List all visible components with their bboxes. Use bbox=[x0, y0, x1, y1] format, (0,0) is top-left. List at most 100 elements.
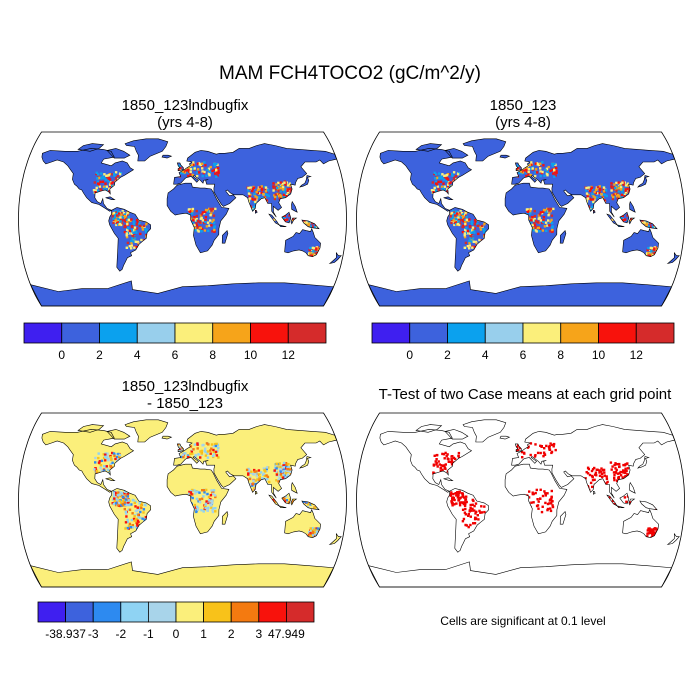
colorbar-top-left: 0 2 4 6 8 10 12 bbox=[23, 322, 327, 362]
coastline bbox=[254, 491, 258, 495]
colorbar-swatch bbox=[484, 322, 524, 344]
coastline bbox=[514, 443, 522, 453]
coastline bbox=[106, 429, 131, 440]
coastline bbox=[124, 419, 169, 443]
colorbar-tick-label: 47.949 bbox=[268, 627, 305, 641]
coastline bbox=[161, 154, 173, 159]
coastline bbox=[622, 227, 659, 258]
coastline bbox=[328, 251, 342, 265]
map-panel-top-left bbox=[18, 131, 347, 307]
coastline bbox=[291, 481, 298, 494]
coastline bbox=[499, 154, 511, 159]
coastline bbox=[514, 162, 522, 172]
coastline bbox=[504, 463, 568, 535]
coastline bbox=[77, 143, 105, 152]
panel-title-top-right-line2: (yrs 4-8) bbox=[495, 114, 551, 131]
colorbar-swatch bbox=[23, 322, 63, 344]
coastline bbox=[290, 498, 298, 506]
colorbar-tick-label: -3 bbox=[88, 627, 99, 641]
coastline bbox=[379, 429, 473, 493]
colorbar-tick-label: 10 bbox=[592, 348, 606, 362]
coastline bbox=[108, 488, 152, 553]
coastline bbox=[41, 148, 135, 212]
panel-title-bottom-right-line1: T-Test of two Case means at each grid po… bbox=[378, 386, 672, 403]
map-panel-bottom-right bbox=[356, 412, 685, 588]
colorbar-tick-label: 3 bbox=[255, 627, 262, 641]
coastline bbox=[368, 280, 673, 307]
colorbar-swatch bbox=[120, 601, 149, 623]
figure-title: MAM FCH4TOCO2 (gC/m^2/y) bbox=[219, 63, 481, 84]
coastline bbox=[444, 429, 469, 440]
colorbar-tick-label: 8 bbox=[209, 348, 216, 362]
colorbar-swatch bbox=[37, 601, 67, 623]
colorbar-tick-label: 8 bbox=[557, 348, 564, 362]
colorbar-swatch bbox=[447, 322, 486, 344]
coastline bbox=[108, 207, 152, 272]
colorbar-swatch bbox=[409, 322, 448, 344]
colorbar-swatch bbox=[92, 601, 122, 623]
coastline bbox=[77, 424, 105, 433]
panel-title-top-right: 1850_123 (yrs 4-8) bbox=[383, 97, 663, 131]
colorbar-swatch bbox=[250, 322, 289, 344]
panel-title-top-left-line1: 1850_123lndbugfix bbox=[121, 97, 249, 114]
colorbar-top-right: 0 2 4 6 8 10 12 bbox=[371, 322, 675, 362]
coastline bbox=[462, 138, 507, 162]
coastline bbox=[161, 435, 173, 440]
coastline bbox=[639, 500, 658, 511]
coastline bbox=[622, 508, 659, 539]
coastline bbox=[173, 143, 337, 218]
coastline bbox=[368, 561, 673, 588]
coastline bbox=[443, 477, 454, 481]
coastline bbox=[379, 148, 473, 212]
colorbar-swatch bbox=[371, 322, 411, 344]
coastline bbox=[176, 443, 184, 453]
panel-title-bottom-left: 1850_123lndbugfix - 1850_123 bbox=[45, 378, 325, 412]
coastline bbox=[592, 491, 596, 495]
panel-title-top-left-line2: (yrs 4-8) bbox=[157, 114, 213, 131]
coastline bbox=[499, 435, 511, 440]
colorbar-tick-label: 2 bbox=[96, 348, 103, 362]
coastline bbox=[281, 492, 292, 505]
coastline bbox=[328, 532, 342, 546]
colorbar-swatch bbox=[598, 322, 637, 344]
coastline bbox=[301, 500, 320, 511]
colorbar-swatch bbox=[258, 601, 287, 623]
coastline bbox=[173, 424, 337, 499]
coastline bbox=[592, 210, 596, 214]
colorbar-tick-label: 10 bbox=[244, 348, 258, 362]
map-panel-bottom-left bbox=[18, 412, 347, 588]
coastline bbox=[284, 508, 321, 539]
map-border bbox=[18, 131, 347, 307]
coastline bbox=[278, 224, 287, 227]
coastline bbox=[278, 505, 287, 508]
colorbar-swatch bbox=[230, 601, 260, 623]
coastline bbox=[666, 251, 680, 265]
colorbar-swatch bbox=[61, 322, 100, 344]
colorbar-swatch bbox=[522, 322, 562, 344]
colorbar-tick-label: 0 bbox=[58, 348, 65, 362]
colorbar-swatch bbox=[147, 601, 177, 623]
coastline bbox=[446, 207, 490, 272]
coastline bbox=[41, 429, 135, 493]
map-panel-top-right bbox=[356, 131, 685, 307]
coastline bbox=[221, 230, 229, 244]
colorbar-tick-label: 6 bbox=[172, 348, 179, 362]
coastline bbox=[166, 182, 230, 254]
coastline bbox=[616, 224, 625, 227]
coastline bbox=[415, 424, 443, 433]
colorbar-tick-label: -38.937 bbox=[45, 627, 86, 641]
panel-title-top-right-line1: 1850_123 bbox=[489, 97, 557, 114]
coastline bbox=[511, 424, 675, 499]
colorbar-swatch bbox=[65, 601, 94, 623]
colorbar-tick-label: 4 bbox=[134, 348, 141, 362]
coastline bbox=[105, 477, 116, 481]
colorbar-tick-label: 0 bbox=[173, 627, 180, 641]
coastline bbox=[629, 481, 636, 494]
colorbar-swatch bbox=[635, 322, 675, 344]
coastline bbox=[254, 210, 258, 214]
coastline bbox=[637, 175, 650, 188]
colorbar-tick-label: -1 bbox=[143, 627, 154, 641]
coastline bbox=[301, 219, 320, 230]
map-border bbox=[356, 131, 685, 307]
coastline bbox=[619, 492, 630, 505]
